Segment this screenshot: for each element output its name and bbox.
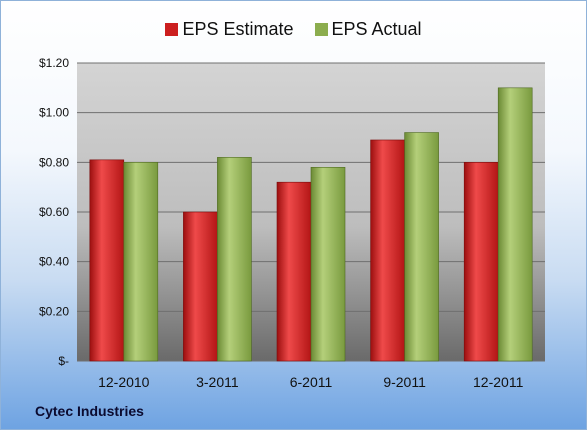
y-tick-label: $0.20 (39, 304, 69, 318)
bar-eps-actual (310, 167, 346, 362)
y-tick-label: $1.00 (39, 106, 69, 120)
x-tick-label: 12-2010 (98, 374, 150, 390)
source-label: Cytec Industries (35, 403, 144, 419)
legend-item-actual: EPS Actual (314, 19, 422, 40)
bar-eps-actual (497, 87, 533, 362)
y-tick-label: $1.20 (39, 56, 69, 70)
legend-label-actual: EPS Actual (331, 19, 422, 39)
y-tick-label: $0.40 (39, 255, 69, 269)
bar-eps-actual (123, 162, 159, 362)
bar-eps-estimate (89, 159, 125, 362)
legend-item-estimate: EPS Estimate (165, 19, 293, 40)
bar-eps-estimate (370, 139, 405, 362)
legend-swatch-estimate (165, 23, 179, 36)
bar-eps-actual (404, 132, 439, 362)
bar-eps-estimate (183, 211, 218, 362)
bar-eps-actual (217, 157, 252, 362)
legend: EPS Estimate EPS Actual (1, 19, 586, 40)
x-tick-label: 6-2011 (290, 374, 333, 390)
x-tick-label: 3-2011 (196, 374, 239, 390)
x-tick-label: 9-2011 (383, 374, 426, 390)
bar-eps-estimate (276, 181, 312, 362)
y-tick-label: $0.60 (39, 205, 69, 219)
x-tick-label: 12-2011 (473, 374, 524, 390)
y-tick-label: $- (58, 354, 69, 368)
legend-label-estimate: EPS Estimate (182, 19, 294, 39)
bar-eps-estimate (463, 162, 499, 362)
legend-swatch-actual (314, 23, 328, 36)
y-tick-label: $0.80 (39, 155, 69, 169)
